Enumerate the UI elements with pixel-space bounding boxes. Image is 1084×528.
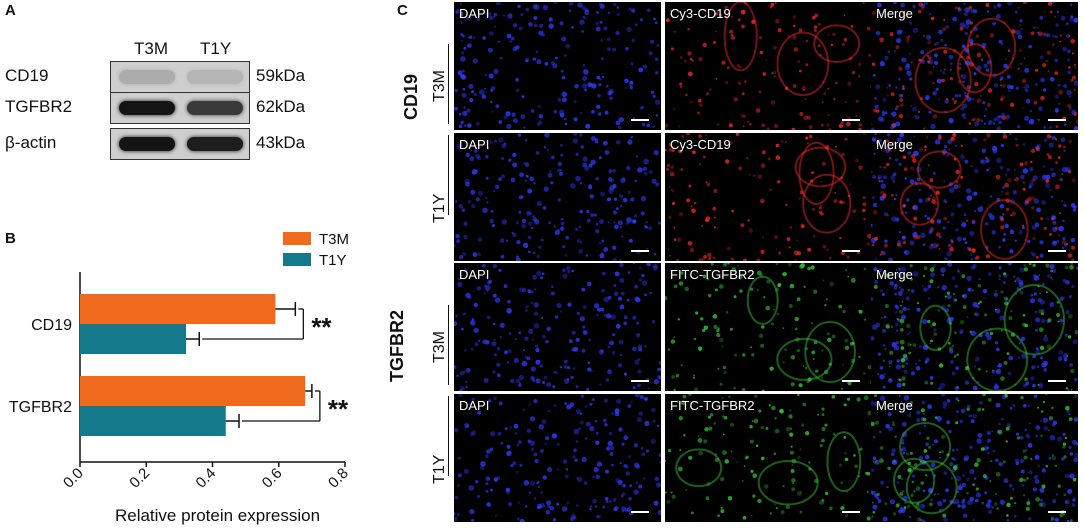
legend-label: T3M	[319, 231, 349, 248]
blot-band	[119, 101, 175, 115]
micrograph-texture	[665, 133, 872, 261]
sample-label: T3M	[431, 70, 448, 102]
scale-bar	[631, 119, 649, 121]
channel-label: Merge	[876, 267, 913, 282]
lane-label-t3m: T3M	[134, 39, 168, 58]
sample-label: T1Y	[431, 454, 448, 484]
significance-label: **	[311, 312, 332, 342]
group-label: CD19	[401, 73, 421, 120]
merge-image: Merge	[871, 133, 1078, 261]
blot-band	[119, 70, 175, 84]
x-tick-label: 0.2	[126, 465, 153, 492]
channel-label: Merge	[876, 398, 913, 413]
blot-kda-label: 43kDa	[256, 133, 306, 152]
sample-divider	[448, 396, 449, 476]
scale-bar	[842, 511, 860, 513]
scale-bar	[631, 380, 649, 382]
legend-swatch-t3m	[283, 232, 311, 245]
micrograph-texture	[665, 2, 872, 130]
blot-band	[187, 137, 243, 151]
lane-label-t1y: T1Y	[200, 39, 232, 58]
legend-label: T1Y	[319, 252, 347, 269]
channel-label: Cy3-CD19	[670, 137, 731, 152]
sample-divider	[448, 305, 449, 385]
merge-image: Merge	[871, 2, 1078, 130]
scale-bar	[842, 119, 860, 121]
stain-image: Cy3-CD19	[665, 2, 872, 130]
blot-row-label: CD19	[5, 66, 49, 85]
sample-divider	[448, 44, 449, 124]
sample-label: T1Y	[431, 193, 448, 223]
micrograph-texture	[454, 2, 661, 130]
sample-divider	[448, 135, 449, 215]
channel-label: Merge	[876, 137, 913, 152]
bar-t3m	[80, 376, 306, 406]
x-tick-label: 0.0	[60, 465, 87, 492]
panel-c-letter: C	[397, 2, 408, 19]
merge-image: Merge	[871, 394, 1078, 522]
merge-image: Merge	[871, 263, 1078, 391]
dapi-image: DAPI	[454, 133, 661, 261]
scale-bar	[631, 511, 649, 513]
scale-bar	[842, 250, 860, 252]
blot-band	[187, 70, 243, 84]
scale-bar	[1048, 119, 1066, 121]
stain-image: Cy3-CD19	[665, 133, 872, 261]
blot-kda-label: 62kDa	[256, 97, 306, 116]
channel-label: FITC-TGFBR2	[670, 267, 755, 282]
scale-bar	[1048, 511, 1066, 513]
scale-bar	[631, 250, 649, 252]
bar-t1y	[80, 406, 226, 436]
dapi-image: DAPI	[454, 394, 661, 522]
micrograph-texture	[454, 263, 661, 391]
sample-label: T3M	[431, 331, 448, 363]
micrograph-texture	[871, 133, 1077, 261]
channel-label: DAPI	[459, 398, 490, 413]
micrograph-texture	[871, 263, 1078, 391]
micrograph-texture	[871, 394, 1078, 522]
blot-strip	[110, 128, 250, 160]
channel-label: FITC-TGFBR2	[670, 398, 755, 413]
micrograph-texture	[454, 133, 661, 261]
stain-image: FITC-TGFBR2	[665, 263, 872, 391]
micrograph-texture	[665, 394, 872, 521]
x-axis-title: Relative protein expression	[115, 506, 320, 525]
x-tick-label: 0.4	[193, 465, 220, 492]
channel-label: DAPI	[459, 137, 490, 152]
micrograph-texture	[871, 2, 1078, 130]
scale-bar	[1048, 250, 1066, 252]
blot-row-label: β-actin	[5, 133, 57, 152]
scale-bar	[842, 380, 860, 382]
dapi-image: DAPI	[454, 2, 661, 130]
micrograph-texture	[454, 394, 661, 522]
dapi-image: DAPI	[454, 263, 661, 391]
significance-label: **	[328, 394, 349, 424]
scale-bar	[1048, 380, 1066, 382]
blot-band	[119, 137, 175, 151]
micrograph-texture	[665, 263, 872, 391]
channel-label: Cy3-CD19	[670, 6, 731, 21]
stain-image: FITC-TGFBR2	[665, 394, 872, 522]
blot-band	[187, 101, 243, 115]
bar-chart: 0.0 0.2 0.4 0.6 0.8 ** CD19 ** TGFBR2 Relative pr…	[9, 231, 352, 525]
legend-swatch-t1y	[283, 253, 311, 266]
group-label: TGFBR2	[387, 310, 407, 382]
bar-t3m	[80, 294, 276, 324]
category-label: CD19	[31, 317, 72, 334]
x-tick-label: 0.6	[259, 465, 286, 492]
blot-strip	[110, 92, 250, 124]
category-label: TGFBR2	[9, 399, 72, 416]
channel-label: DAPI	[459, 267, 490, 282]
blot-strip	[110, 61, 250, 93]
channel-label: Merge	[876, 6, 913, 21]
blot-kda-label: 59kDa	[256, 66, 306, 85]
channel-label: DAPI	[459, 6, 490, 21]
blot-row-label: TGFBR2	[5, 97, 73, 116]
x-tick-label: 0.8	[325, 465, 352, 492]
panel-a-letter: A	[5, 2, 16, 19]
bar-t1y	[80, 324, 186, 354]
panel-b-letter: B	[5, 230, 16, 247]
